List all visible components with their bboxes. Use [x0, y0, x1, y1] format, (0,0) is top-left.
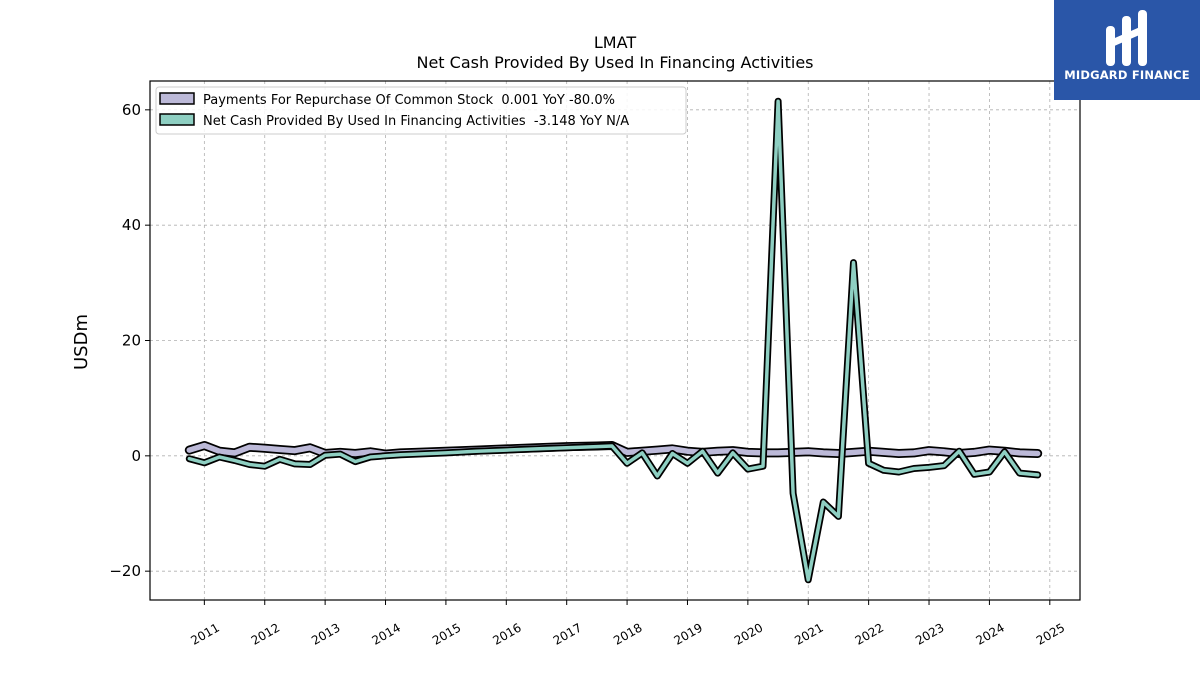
y-tick-label: −20	[109, 562, 141, 580]
legend-box	[155, 86, 687, 135]
brand-logo: MIDGARD FINANCE	[1054, 0, 1200, 100]
x-tick-label: 2018	[611, 620, 644, 647]
y-tick-label: 0	[131, 447, 141, 465]
x-tick-label: 2016	[490, 620, 523, 647]
legend-swatch	[159, 113, 195, 126]
x-tick-label: 2021	[792, 620, 825, 647]
x-tick-label: 2022	[853, 620, 886, 647]
grid-lines	[150, 81, 1080, 600]
x-tick-label: 2011	[188, 620, 221, 647]
chart-title: LMAT	[594, 33, 636, 52]
x-tick-label: 2023	[913, 620, 946, 647]
y-axis-label: USDm	[71, 314, 92, 370]
legend-label: Payments For Repurchase Of Common Stock …	[203, 93, 615, 108]
x-tick-label: 2019	[672, 620, 705, 647]
series-group	[184, 97, 1043, 584]
legend-swatch	[159, 92, 195, 105]
series-line	[187, 99, 1040, 582]
logo-mark-icon	[1106, 10, 1147, 66]
y-tick-label: 60	[122, 101, 141, 119]
chart-subtitle: Net Cash Provided By Used In Financing A…	[416, 53, 813, 72]
x-tick-label: 2014	[370, 620, 403, 647]
x-tick-label: 2015	[430, 620, 463, 647]
x-tick-label: 2017	[551, 620, 584, 647]
x-tick-label: 2013	[309, 620, 342, 647]
x-tick-label: 2012	[249, 620, 282, 647]
x-tick-label: 2024	[973, 620, 1006, 647]
y-tick-label: 20	[122, 332, 141, 350]
x-tick-label: 2025	[1034, 620, 1067, 647]
legend-label: Net Cash Provided By Used In Financing A…	[203, 114, 629, 129]
brand-name: MIDGARD FINANCE	[1064, 68, 1190, 82]
x-tick-label: 2020	[732, 620, 765, 647]
series-line	[186, 442, 1041, 457]
axis-ticks: 2011 2012 2013 2014 2015 2016 2017 2018 2019 2020…	[109, 101, 1067, 648]
legend: Payments For Repurchase Of Common Stock …	[155, 86, 687, 135]
y-tick-label: 40	[122, 216, 141, 234]
